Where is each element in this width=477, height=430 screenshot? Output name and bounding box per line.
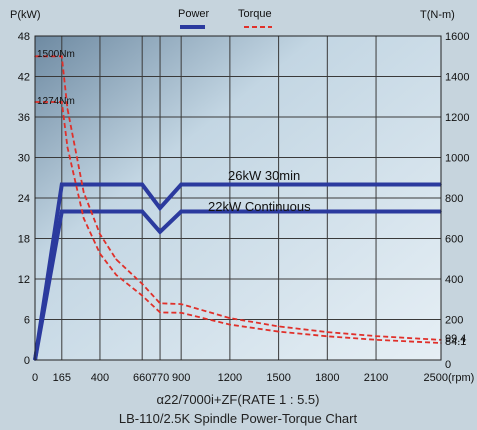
torque-point bbox=[60, 55, 63, 58]
x-tick-label: 1500 bbox=[266, 372, 290, 384]
y2-tick-label: 0 bbox=[445, 359, 451, 371]
x-tick-label: 165 bbox=[53, 372, 71, 384]
chart-subtitle: α22/7000i+ZF(RATE 1 : 5.5) bbox=[157, 392, 320, 407]
torque-point bbox=[375, 335, 377, 337]
left-axis-label: P(kW) bbox=[10, 9, 41, 21]
annotation-22kw: 22kW Continuous bbox=[208, 199, 311, 214]
y2-tick-label: 200 bbox=[445, 315, 463, 327]
torque-point bbox=[375, 338, 377, 341]
x-tick-label: 2100 bbox=[364, 372, 388, 384]
x-tick-label: 1200 bbox=[218, 372, 242, 384]
y-tick-label: 30 bbox=[18, 153, 30, 165]
y2-tick-label: 1000 bbox=[445, 153, 469, 165]
power-point bbox=[141, 183, 143, 186]
torque-point bbox=[159, 302, 161, 305]
power-point bbox=[159, 230, 161, 233]
torque-point bbox=[99, 233, 101, 236]
torque-point bbox=[180, 303, 182, 305]
torque-point bbox=[60, 101, 63, 103]
power-point bbox=[180, 183, 182, 186]
y-tick-label: 24 bbox=[18, 193, 30, 205]
x-tick-label: 770 bbox=[151, 372, 169, 384]
x-unit-label: (rpm) bbox=[448, 372, 474, 384]
y2-tick-label: 400 bbox=[445, 274, 463, 286]
torque-point bbox=[115, 274, 117, 276]
power-point bbox=[141, 210, 143, 213]
torque-curve-2 bbox=[35, 55, 442, 341]
x-tick-label: 660 bbox=[133, 372, 151, 384]
y2-tick-label: 600 bbox=[445, 234, 463, 246]
right-axis-label: T(N-m) bbox=[420, 9, 455, 21]
annotation-1274nm: 1274Nm bbox=[37, 96, 75, 107]
legend-power-label: Power bbox=[178, 8, 210, 20]
torque-point bbox=[229, 317, 231, 319]
torque-point bbox=[326, 335, 329, 338]
legend: Power Torque bbox=[178, 8, 272, 29]
torque-point bbox=[82, 217, 85, 220]
power-point bbox=[180, 210, 182, 213]
plot-frame bbox=[34, 35, 442, 361]
torque-point bbox=[159, 311, 161, 314]
y-tick-label: 0 bbox=[24, 355, 30, 367]
torque-curve-3 bbox=[35, 101, 442, 344]
tick-labels: 0 165 400 660 770 900 1200 1500 1800 2100 25000612… bbox=[18, 31, 470, 384]
x-tick-label: 2500 bbox=[424, 372, 448, 384]
torque-point bbox=[229, 323, 231, 326]
torque-point bbox=[66, 108, 69, 110]
y2-tick-label: 1200 bbox=[445, 112, 469, 124]
y-tick-label: 12 bbox=[18, 274, 30, 286]
chart-title: LB-110/2.5K Spindle Power-Torque Chart bbox=[119, 411, 358, 426]
y2-tick-label: 1600 bbox=[445, 31, 469, 43]
torque-point bbox=[141, 294, 143, 297]
torque-point bbox=[277, 325, 280, 328]
torque-point bbox=[180, 312, 182, 314]
grid bbox=[35, 36, 441, 360]
torque-point bbox=[66, 146, 69, 149]
y2-tick-label: 800 bbox=[445, 193, 463, 205]
power-curve-1 bbox=[33, 209, 441, 361]
x-tick-label: 900 bbox=[172, 372, 190, 384]
y2-tick-label: 1400 bbox=[445, 72, 469, 84]
power-point bbox=[159, 207, 161, 209]
torque-point bbox=[277, 330, 280, 333]
power-point bbox=[60, 210, 63, 213]
torque-point bbox=[82, 191, 85, 194]
x-tick-label: 0 bbox=[32, 372, 38, 384]
annotation-26kw: 26kW 30min bbox=[228, 168, 300, 183]
torque-point bbox=[141, 283, 143, 285]
legend-torque-label: Torque bbox=[238, 8, 272, 20]
y-tick-label: 18 bbox=[18, 234, 30, 246]
y-tick-label: 6 bbox=[24, 315, 30, 327]
power-curve-0 bbox=[33, 182, 441, 361]
y-tick-label: 42 bbox=[18, 72, 30, 84]
torque-point bbox=[115, 258, 117, 261]
x-tick-label: 400 bbox=[91, 372, 109, 384]
series-layer bbox=[33, 55, 442, 361]
x-tick-label: 1800 bbox=[315, 372, 339, 384]
y2-extra-label: 84.1 bbox=[445, 336, 466, 348]
y-tick-label: 36 bbox=[18, 112, 30, 124]
torque-point bbox=[326, 331, 329, 333]
y2-extra-label: 99.4 bbox=[445, 333, 466, 345]
torque-point bbox=[99, 252, 101, 255]
y-tick-label: 48 bbox=[18, 31, 30, 43]
power-point bbox=[60, 183, 63, 186]
annotation-1500nm: 1500Nm bbox=[37, 49, 75, 60]
